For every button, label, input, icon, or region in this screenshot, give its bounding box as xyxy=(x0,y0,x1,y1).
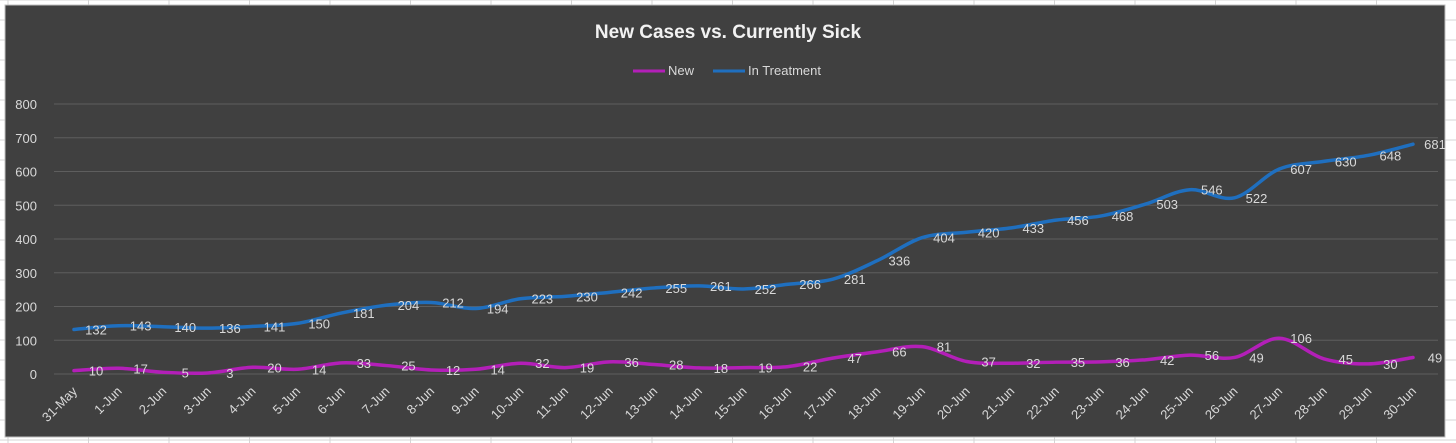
data-label: 20 xyxy=(267,360,281,375)
data-label: 648 xyxy=(1380,148,1402,163)
data-label: 106 xyxy=(1290,331,1312,346)
data-label: 242 xyxy=(621,285,643,300)
data-label: 17 xyxy=(133,361,147,376)
data-label: 32 xyxy=(1026,356,1040,371)
data-label: 252 xyxy=(755,282,777,297)
data-label: 143 xyxy=(130,319,152,334)
data-label: 81 xyxy=(937,340,951,355)
data-label: 18 xyxy=(714,361,728,376)
data-label: 49 xyxy=(1428,350,1442,365)
data-label: 212 xyxy=(442,295,464,310)
data-label: 56 xyxy=(1205,348,1219,363)
data-label: 230 xyxy=(576,289,598,304)
data-label: 42 xyxy=(1160,353,1174,368)
y-tick-label: 0 xyxy=(30,367,37,382)
data-label: 681 xyxy=(1424,137,1446,152)
data-label: 132 xyxy=(85,322,107,337)
data-label: 433 xyxy=(1022,221,1044,236)
chart-legend[interactable]: New In Treatment xyxy=(633,63,821,78)
data-label: 19 xyxy=(758,361,772,376)
data-label: 33 xyxy=(357,356,371,371)
data-label: 136 xyxy=(219,321,241,336)
data-label: 255 xyxy=(665,281,687,296)
data-label: 150 xyxy=(308,316,330,331)
data-label: 12 xyxy=(446,363,460,378)
data-label: 522 xyxy=(1246,191,1268,206)
data-label: 30 xyxy=(1383,357,1397,372)
data-label: 194 xyxy=(487,302,509,317)
data-label: 19 xyxy=(580,361,594,376)
y-tick-label: 300 xyxy=(15,266,37,281)
y-tick-label: 400 xyxy=(15,232,37,247)
data-label: 47 xyxy=(848,351,862,366)
data-label: 266 xyxy=(799,277,821,292)
legend-entry: In Treatment xyxy=(748,63,821,78)
data-label: 456 xyxy=(1067,213,1089,228)
data-label: 468 xyxy=(1112,209,1134,224)
data-label: 140 xyxy=(174,320,196,335)
data-label: 14 xyxy=(490,362,504,377)
data-label: 404 xyxy=(933,231,955,246)
data-label: 5 xyxy=(182,365,189,380)
legend-entry: New xyxy=(668,63,695,78)
y-tick-label: 500 xyxy=(15,198,37,213)
data-label: 66 xyxy=(892,345,906,360)
data-label: 546 xyxy=(1201,183,1223,198)
data-label: 36 xyxy=(1115,355,1129,370)
data-label: 204 xyxy=(398,298,420,313)
data-label: 141 xyxy=(264,319,286,334)
data-label: 45 xyxy=(1338,352,1352,367)
data-label: 25 xyxy=(401,359,415,374)
series-lines xyxy=(72,142,1415,376)
data-label: 35 xyxy=(1071,355,1085,370)
data-label: 32 xyxy=(535,356,549,371)
data-label: 10 xyxy=(89,364,103,379)
y-tick-label: 700 xyxy=(15,131,37,146)
data-label: 503 xyxy=(1156,197,1178,212)
data-label: 37 xyxy=(981,355,995,370)
chart-background[interactable] xyxy=(4,4,1446,438)
data-label: 181 xyxy=(353,306,375,321)
data-label: 630 xyxy=(1335,154,1357,169)
chart-title[interactable]: New Cases vs. Currently Sick xyxy=(595,22,862,43)
data-label: 336 xyxy=(889,254,911,269)
gridlines xyxy=(54,103,1438,375)
data-label: 420 xyxy=(978,225,1000,240)
y-tick-label: 100 xyxy=(15,333,37,348)
data-label: 607 xyxy=(1290,162,1312,177)
y-axis-tick-labels: 0 100 200 300 400 500 600 700 800 xyxy=(15,97,37,382)
series-line[interactable] xyxy=(72,142,1415,332)
data-label: 3 xyxy=(226,366,233,381)
data-label: 36 xyxy=(624,355,638,370)
y-tick-label: 200 xyxy=(15,300,37,315)
data-label: 22 xyxy=(803,360,817,375)
series-line[interactable] xyxy=(72,336,1415,376)
data-label: 261 xyxy=(710,279,732,294)
y-tick-label: 600 xyxy=(15,165,37,180)
data-label: 14 xyxy=(312,362,326,377)
data-label: 223 xyxy=(531,292,553,307)
data-label: 28 xyxy=(669,358,683,373)
y-tick-label: 800 xyxy=(15,97,37,112)
data-label: 281 xyxy=(844,272,866,287)
data-label: 49 xyxy=(1249,350,1263,365)
data-labels: 10 17 5 3 20 14 33 25 12 14 32 19 36 28 18 19 22 47 66 81 37… xyxy=(85,137,1446,381)
